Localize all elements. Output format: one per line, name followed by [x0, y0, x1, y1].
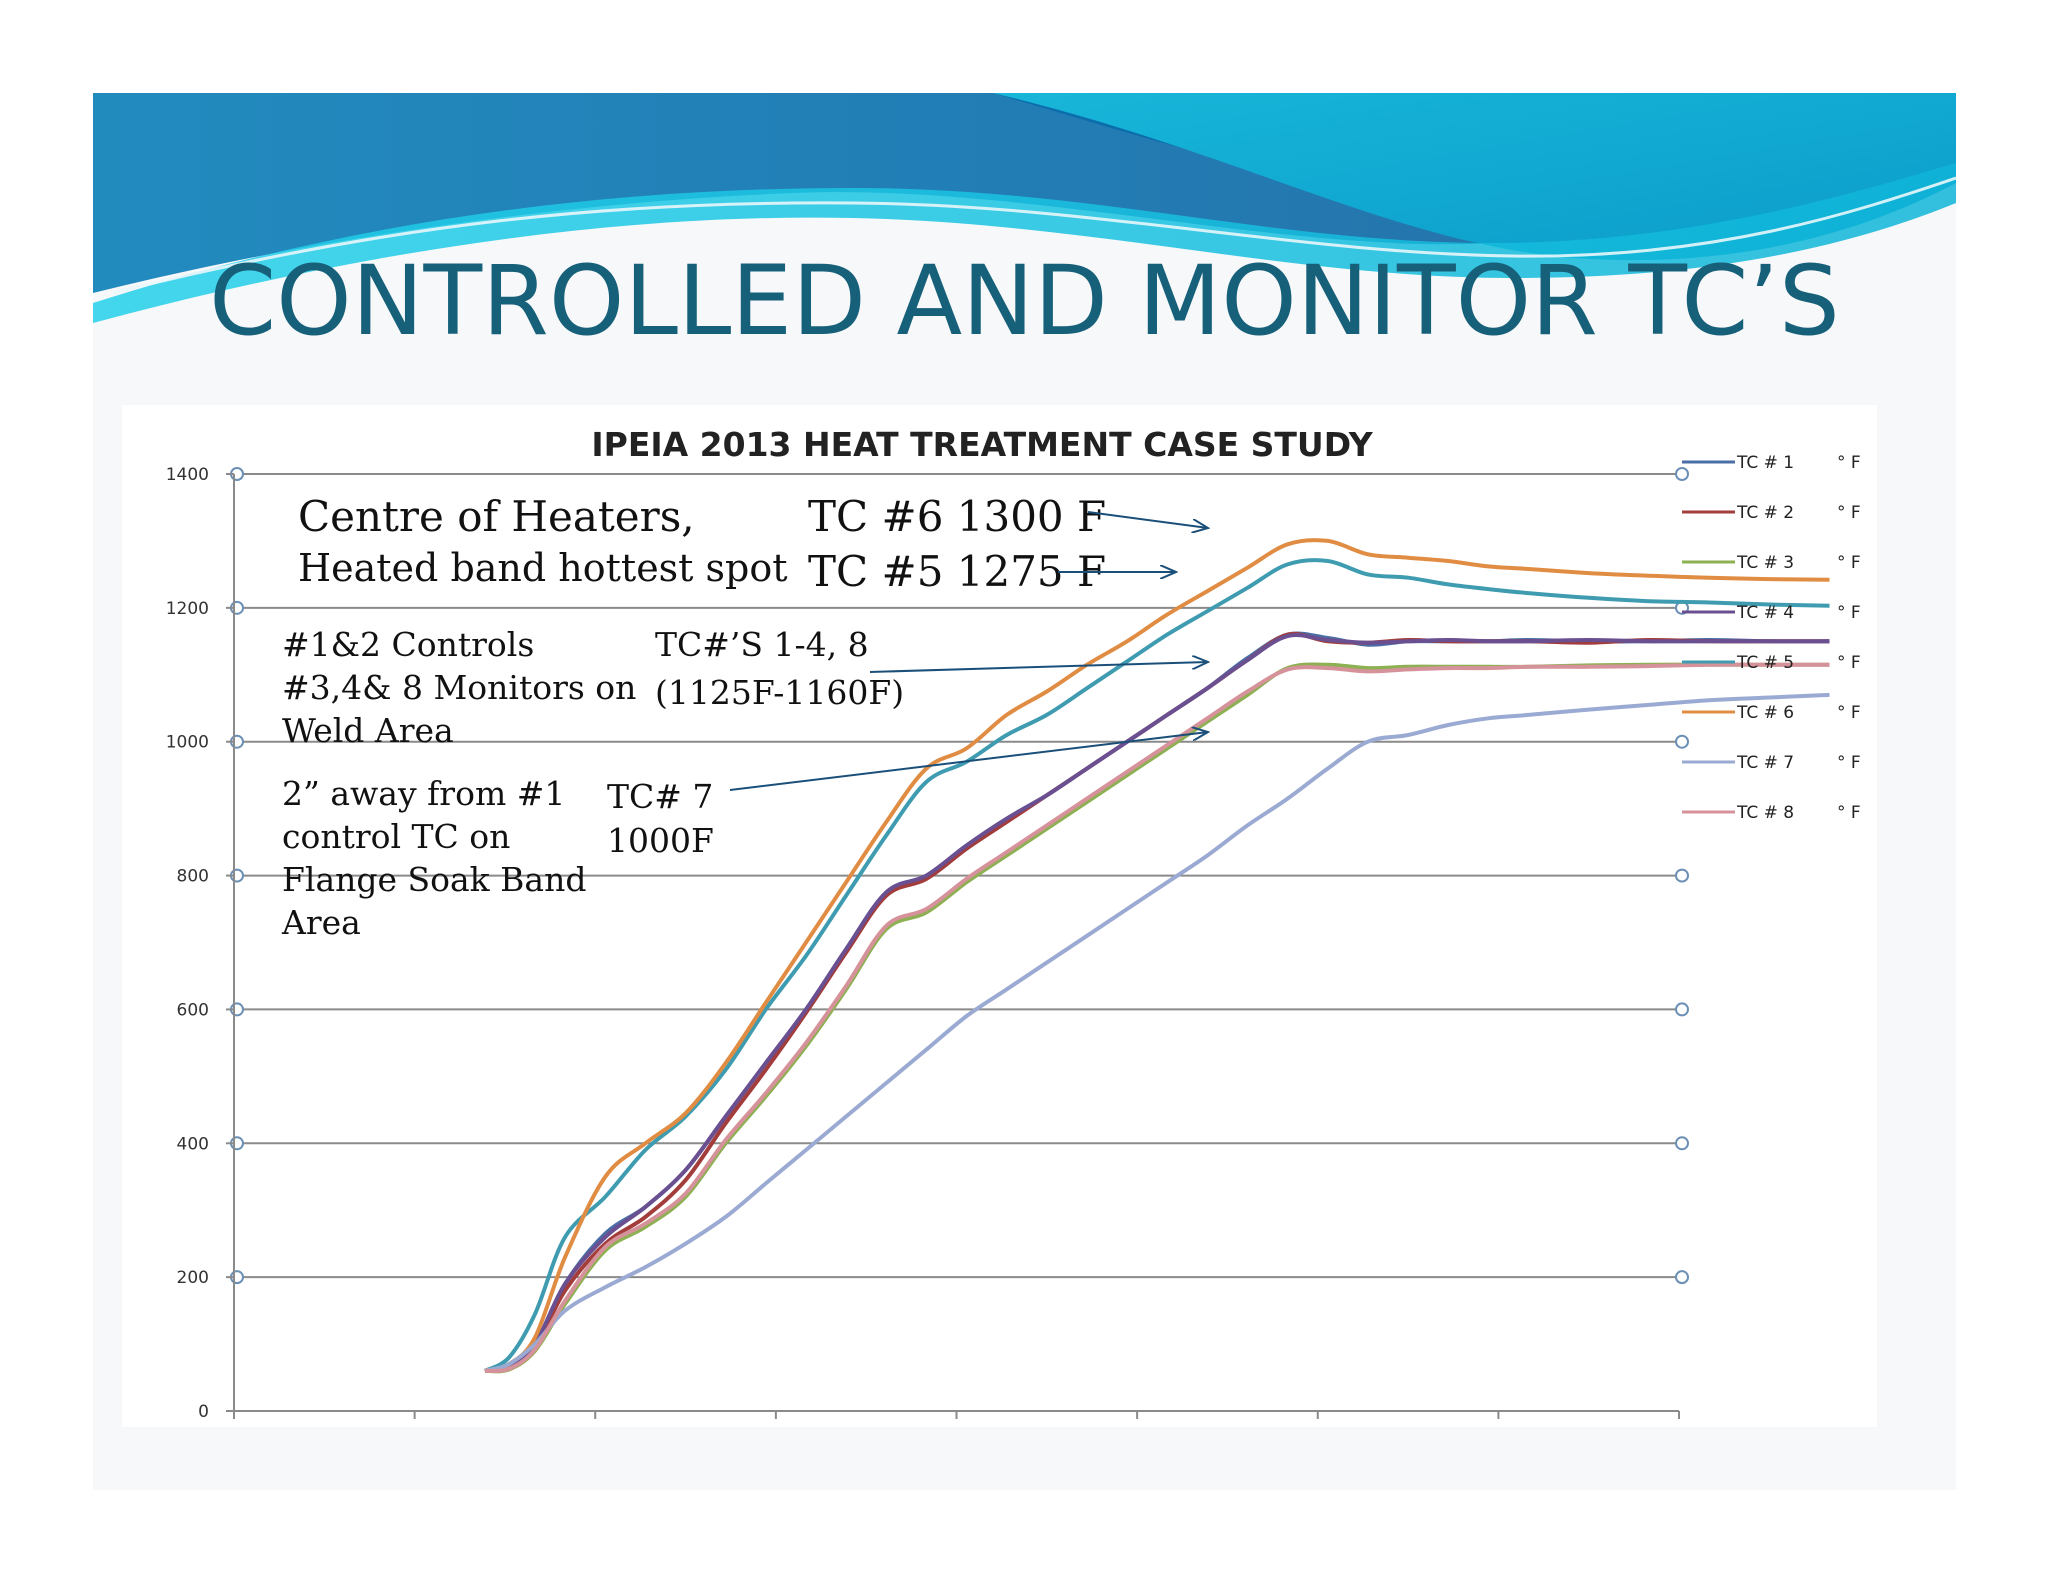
- legend-label-tc-6: TC # 6: [1736, 703, 1794, 723]
- y-tick-label: 1000: [166, 733, 209, 753]
- legend: TC # 1 ° F TC # 2 ° F TC # 3 ° F TC # 4 ° F TC #…: [1682, 453, 1861, 823]
- y-tick-label: 0: [198, 1402, 209, 1422]
- axes: 0 200 400 600 800 1000 1200 1400: [166, 465, 1689, 1422]
- legend-label-tc-8: TC # 8: [1736, 803, 1794, 823]
- series-line-tc-7: [484, 692, 1830, 1373]
- y-tick-label: 600: [177, 1000, 209, 1020]
- annotation-tc6: TC #6 1300 F: [808, 492, 1107, 541]
- annotation-away-line4: Area: [282, 903, 361, 942]
- annotation-controls-line2: #3,4& 8 Monitors on: [282, 668, 637, 707]
- legend-label-tc-2: TC # 2: [1736, 503, 1794, 523]
- legend-unit-tc-4: ° F: [1837, 603, 1861, 623]
- annotation-tc1-4-line2: (1125F-1160F): [655, 673, 905, 712]
- series-line-tc-3: [484, 662, 1830, 1374]
- legend-unit-tc-7: ° F: [1837, 753, 1861, 773]
- series-line-tc-4: [484, 633, 1830, 1373]
- legend-label-tc-3: TC # 3: [1736, 553, 1794, 573]
- legend-unit-tc-8: ° F: [1837, 803, 1861, 823]
- y-tick-label: 200: [177, 1268, 209, 1288]
- header-wave-banner: [93, 93, 1956, 323]
- annotation-tc1-4-line1: TC#’S 1-4, 8: [655, 625, 869, 664]
- series-line-tc-5: [483, 558, 1830, 1373]
- legend-unit-tc-2: ° F: [1837, 503, 1861, 523]
- legend-label-tc-1: TC # 1: [1736, 453, 1794, 473]
- legend-label-tc-7: TC # 7: [1736, 753, 1794, 773]
- legend-unit-tc-3: ° F: [1837, 553, 1861, 573]
- slide-title: CONTROLLED AND MONITOR TC’S: [209, 245, 1840, 357]
- annotation-away-line3: Flange Soak Band: [282, 860, 587, 899]
- series-line-tc-8: [484, 662, 1830, 1374]
- annotation-tc5: TC #5 1275 F: [808, 547, 1107, 596]
- series-line-tc-2: [484, 631, 1830, 1373]
- y-tick-label: 800: [177, 867, 209, 887]
- annotation-tc7-line1: TC# 7: [607, 777, 714, 816]
- chart-title: IPEIA 2013 HEAT TREATMENT CASE STUDY: [591, 425, 1373, 464]
- annotation-centre-line1: Centre of Heaters,: [298, 492, 695, 541]
- annotation-controls-line1: #1&2 Controls: [282, 625, 535, 664]
- legend-unit-tc-5: ° F: [1837, 653, 1861, 673]
- annotation-centre-line2: Heated band hottest spot: [298, 546, 788, 590]
- legend-unit-tc-6: ° F: [1837, 703, 1861, 723]
- y-tick-label: 1200: [166, 599, 209, 619]
- annotation-away-line1: 2” away from #1: [282, 774, 566, 813]
- annotation-controls-line3: Weld Area: [282, 711, 454, 750]
- annotation-tc7-line2: 1000F: [607, 821, 714, 860]
- legend-label-tc-4: TC # 4: [1736, 603, 1794, 623]
- y-tick-label: 400: [177, 1134, 209, 1154]
- series-line-tc-1: [484, 631, 1830, 1373]
- y-tick-label: 1400: [166, 465, 209, 485]
- chart-panel: IPEIA 2013 HEAT TREATMENT CASE STUDY 0 20…: [122, 405, 1877, 1427]
- tick-marker: [1675, 1002, 1689, 1017]
- legend-label-tc-5: TC # 5: [1736, 653, 1794, 673]
- tick-marker: [1675, 1270, 1689, 1285]
- tick-marker: [1675, 734, 1689, 749]
- series-line-tc-6: [484, 538, 1830, 1373]
- tick-marker: [1675, 868, 1689, 883]
- tick-marker: [1675, 467, 1689, 481]
- tick-marker: [1675, 1136, 1689, 1151]
- legend-unit-tc-1: ° F: [1837, 453, 1861, 473]
- line-chart: IPEIA 2013 HEAT TREATMENT CASE STUDY 0 20…: [166, 425, 1861, 1422]
- annotation-away-line2: control TC on: [282, 817, 511, 856]
